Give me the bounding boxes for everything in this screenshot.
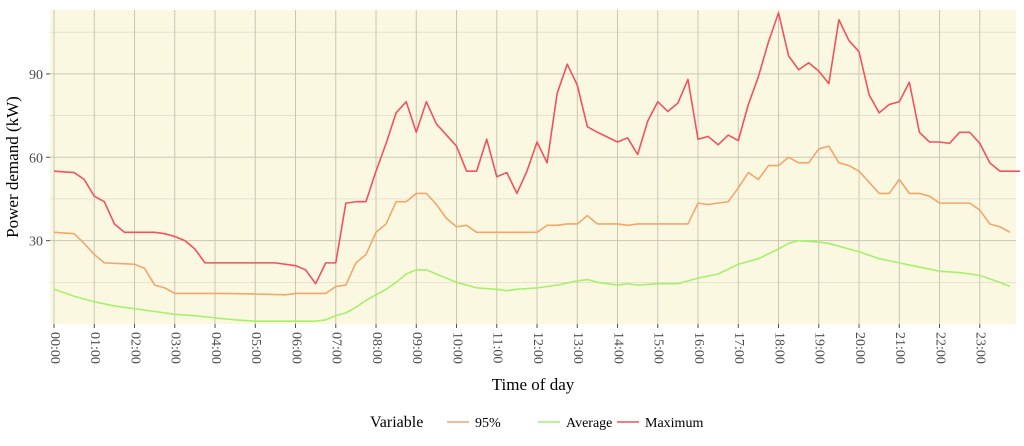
plot-background [50, 10, 1016, 324]
series-line-95- [53, 145, 1011, 296]
x-tick-label: 15:00 [651, 332, 666, 364]
legend: Variable 95% Average Maximum [370, 414, 703, 431]
y-tick-label: 90 [29, 68, 43, 83]
x-tick-label: 03:00 [168, 332, 183, 364]
series-line-average [53, 239, 1011, 323]
x-tick-label: 23:00 [973, 332, 988, 364]
x-tick-label: 10:00 [449, 332, 464, 364]
x-tick-label: 01:00 [87, 332, 102, 364]
x-tick-label: 14:00 [610, 332, 625, 364]
x-tick-label: 17:00 [731, 332, 746, 364]
x-tick-label: 09:00 [409, 332, 424, 364]
x-tick-label: 08:00 [369, 332, 384, 364]
x-tick-label: 11:00 [490, 332, 505, 363]
x-tick-label: 04:00 [208, 332, 223, 364]
series-layer [53, 11, 1021, 323]
x-axis-title: Time of day [492, 375, 575, 394]
y-axis-ticks: 30 60 90 [29, 68, 50, 250]
x-tick-label: 00:00 [47, 332, 62, 364]
x-tick-label: 20:00 [852, 332, 867, 364]
x-tick-label: 22:00 [932, 332, 947, 364]
legend-title: Variable [370, 414, 423, 431]
x-tick-label: 02:00 [127, 332, 142, 364]
legend-label-maximum: Maximum [645, 416, 703, 431]
series-line-maximum [53, 11, 1021, 285]
y-tick-label: 60 [29, 151, 43, 166]
legend-label-average: Average [566, 416, 612, 431]
legend-items: 95% Average Maximum [447, 416, 703, 431]
x-tick-label: 07:00 [329, 332, 344, 364]
grid [50, 10, 1016, 324]
x-tick-label: 19:00 [812, 332, 827, 364]
x-tick-label: 06:00 [288, 332, 303, 364]
y-tick-label: 30 [29, 235, 43, 250]
x-tick-label: 18:00 [771, 332, 786, 364]
legend-label-95-: 95% [475, 416, 501, 431]
y-axis-title: Power demand (kW) [3, 96, 22, 238]
x-tick-label: 13:00 [570, 332, 585, 364]
x-tick-label: 16:00 [691, 332, 706, 364]
x-tick-label: 05:00 [248, 332, 263, 364]
x-tick-label: 21:00 [892, 332, 907, 364]
x-tick-label: 12:00 [530, 332, 545, 364]
x-axis-ticks: 00:00 01:00 02:00 03:00 04:00 05:00 06:00 07:00… [47, 324, 988, 364]
